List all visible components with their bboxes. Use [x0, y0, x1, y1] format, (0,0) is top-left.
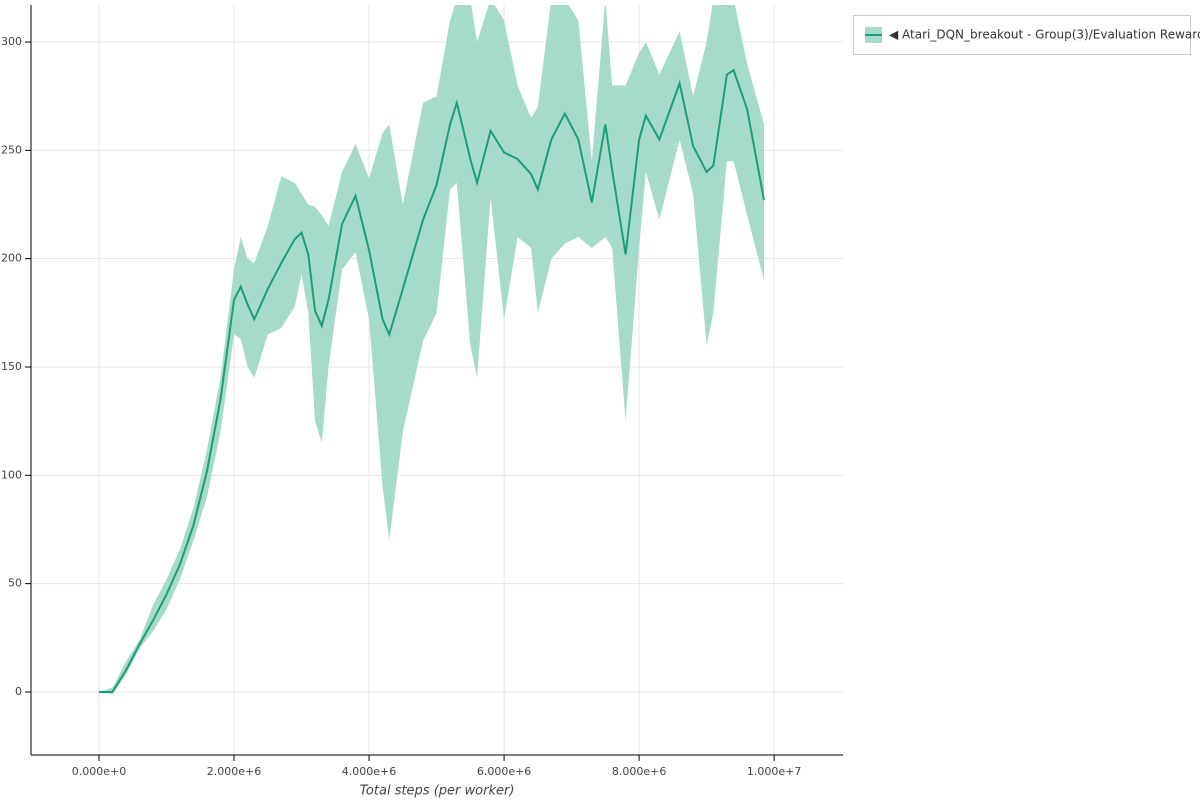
- legend: ◀ Atari_DQN_breakout - Group(3)/Evaluati…: [853, 15, 1200, 55]
- y-tick-label: 300: [1, 35, 22, 48]
- x-tick-label: 8.000e+6: [612, 765, 666, 778]
- x-axis-label: Total steps (per worker): [360, 784, 515, 799]
- y-tick-label: 150: [1, 360, 22, 373]
- confidence-band: [98, 5, 765, 695]
- x-tick-label: 2.000e+6: [207, 765, 261, 778]
- y-tick-label: 0: [15, 685, 22, 698]
- legend-box: [853, 15, 1191, 55]
- y-tick-label: 50: [8, 577, 22, 590]
- line: [98, 68, 765, 693]
- y-tick-label: 200: [1, 252, 22, 265]
- y-tick-label: 250: [1, 143, 22, 156]
- plot-area: [98, 5, 765, 695]
- x-tick-label: 1.000e+7: [747, 765, 801, 778]
- x-tick-label: 6.000e+6: [477, 765, 531, 778]
- x-tick-label: 4.000e+6: [342, 765, 396, 778]
- legend-label: ◀ Atari_DQN_breakout - Group(3)/Evaluati…: [889, 28, 1200, 42]
- y-tick-label: 100: [1, 468, 22, 481]
- x-tick-label: 0.000e+0: [72, 765, 126, 778]
- axes: 0 50 100 150 200 250 300 0.000e+0 2.000e+6 4.000e…: [1, 5, 843, 778]
